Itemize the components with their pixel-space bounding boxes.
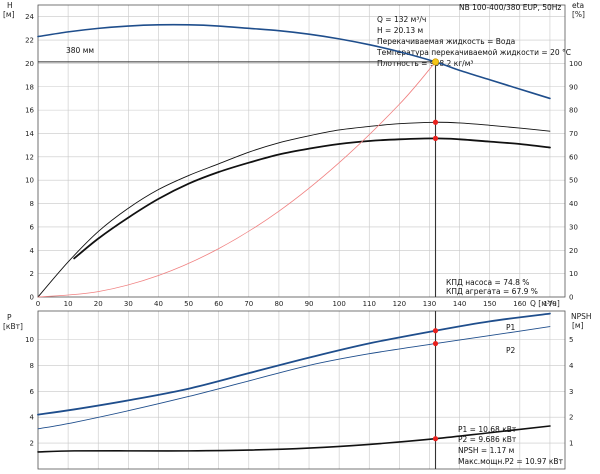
annotation-density: Плотность = 998.2 кг/м³ (377, 59, 473, 68)
y-axis-label-right: eta (572, 1, 584, 10)
x-tick-label-8: 80 (274, 300, 283, 308)
power-axis-unit: [кВт] (3, 322, 23, 331)
npsh-tick-label-2: 3 (569, 388, 573, 396)
y-tick-label-right-3: 30 (569, 223, 578, 231)
p2-note: P2 = 9.686 кВт (458, 435, 517, 444)
efficiency-marker-0 (432, 119, 439, 125)
y-axis-label-left: H (7, 1, 13, 10)
x-tick-label-12: 120 (393, 300, 406, 308)
x-tick-label-1: 10 (64, 300, 73, 308)
power-axis-label: P (7, 313, 12, 322)
efficiency-marker-1 (432, 135, 439, 141)
npsh-tick-label-0: 1 (569, 440, 573, 448)
y-tick-label-right-10: 100 (569, 60, 582, 68)
x-axis-label: Q [м³/ч] (530, 299, 560, 308)
x-tick-label-11: 110 (363, 300, 376, 308)
y-tick-label-left-3: 6 (30, 223, 35, 231)
y-tick-label-right-1: 10 (569, 270, 578, 278)
x-tick-label-4: 40 (154, 300, 163, 308)
y-tick-label-right-2: 20 (569, 247, 578, 255)
max-power-note: Макс.мощн.P2 = 10.97 кВт (458, 457, 564, 466)
y-tick-label-left-11: 22 (25, 37, 34, 45)
y-tick-label-right-9: 90 (569, 83, 578, 91)
y-tick-label-left-0: 0 (30, 294, 34, 302)
power-tick-label-2: 6 (30, 388, 35, 396)
duty-point-marker (432, 58, 440, 66)
x-tick-label-6: 60 (214, 300, 223, 308)
pump-efficiency-note: КПД насоса = 74.8 % (446, 278, 529, 287)
annotation-flow: Q = 132 м³/ч (377, 15, 426, 24)
unit-efficiency-note: КПД агрегата = 67.9 % (446, 287, 538, 296)
x-tick-label-16: 160 (513, 300, 526, 308)
x-tick-label-5: 50 (184, 300, 193, 308)
y-tick-label-right-6: 60 (569, 153, 578, 161)
pump-efficiency-curve (37, 121, 551, 298)
power-tick-label-4: 10 (25, 336, 34, 344)
system-curve (37, 61, 436, 298)
x-tick-label-0: 0 (36, 300, 40, 308)
npsh-note: NPSH = 1.17 м (458, 446, 514, 455)
x-tick-label-14: 140 (453, 300, 466, 308)
x-tick-label-2: 20 (94, 300, 103, 308)
y-axis-unit-right: [%] (572, 10, 585, 19)
x-tick-label-17: 170 (543, 300, 556, 308)
y-tick-label-right-7: 70 (569, 130, 578, 138)
power-tick-label-3: 8 (30, 362, 34, 370)
lower-marker-2 (432, 436, 439, 442)
y-tick-label-right-8: 80 (569, 107, 578, 115)
x-tick-label-10: 100 (332, 300, 345, 308)
lower-marker-0 (432, 328, 439, 334)
y-axis-unit-left: [м] (3, 10, 15, 19)
annotation-liquid: Перекачиваемая жидкость = Вода (377, 37, 515, 46)
y-tick-label-right-5: 50 (569, 177, 578, 185)
y-tick-label-left-8: 16 (25, 107, 34, 115)
series-label-p2: P2 (506, 346, 516, 355)
p2-power-curve (37, 326, 551, 430)
upper-plot-frame (37, 4, 566, 298)
annotation-head: H = 20.13 м (377, 26, 423, 35)
y-tick-label-left-6: 12 (25, 153, 34, 161)
y-tick-label-left-1: 2 (30, 270, 34, 278)
x-tick-label-9: 90 (305, 300, 314, 308)
npsh-tick-label-3: 4 (569, 362, 574, 370)
npsh-axis-unit: [м] (572, 321, 584, 330)
power-tick-label-0: 2 (30, 440, 34, 448)
lower-plot-frame (37, 310, 566, 470)
npsh-axis-label: NPSH (571, 312, 592, 321)
y-tick-label-right-4: 40 (569, 200, 578, 208)
x-tick-label-15: 150 (483, 300, 496, 308)
unit-efficiency-curve (73, 137, 551, 260)
y-tick-label-left-2: 4 (30, 247, 35, 255)
power-tick-label-1: 4 (30, 414, 35, 422)
p1-power-curve (37, 312, 551, 416)
y-tick-label-right-0: 0 (569, 294, 573, 302)
y-tick-label-left-12: 24 (25, 13, 34, 21)
series-label-p1: P1 (506, 323, 516, 332)
lower-marker-1 (432, 340, 439, 347)
npsh-tick-label-1: 2 (569, 414, 573, 422)
annotation-temperature: Температура перекачиваемой жидкости = 20… (376, 48, 571, 57)
x-tick-label-3: 30 (124, 300, 133, 308)
curve-label: 380 мм (66, 46, 94, 55)
npsh-curve (37, 425, 551, 453)
y-tick-label-left-10: 20 (25, 60, 34, 68)
head-curve (37, 23, 551, 100)
npsh-tick-label-4: 5 (569, 336, 573, 344)
y-tick-label-left-4: 8 (30, 200, 34, 208)
y-tick-label-left-5: 10 (25, 177, 34, 185)
y-tick-label-left-9: 18 (25, 83, 34, 91)
chart-title: NB 100-400/380 EUP, 50Hz (459, 3, 561, 12)
y-tick-label-left-7: 14 (25, 130, 34, 138)
x-tick-label-7: 70 (244, 300, 253, 308)
p1-note: P1 = 10.68 кВт (458, 425, 517, 434)
x-tick-label-13: 130 (423, 300, 436, 308)
